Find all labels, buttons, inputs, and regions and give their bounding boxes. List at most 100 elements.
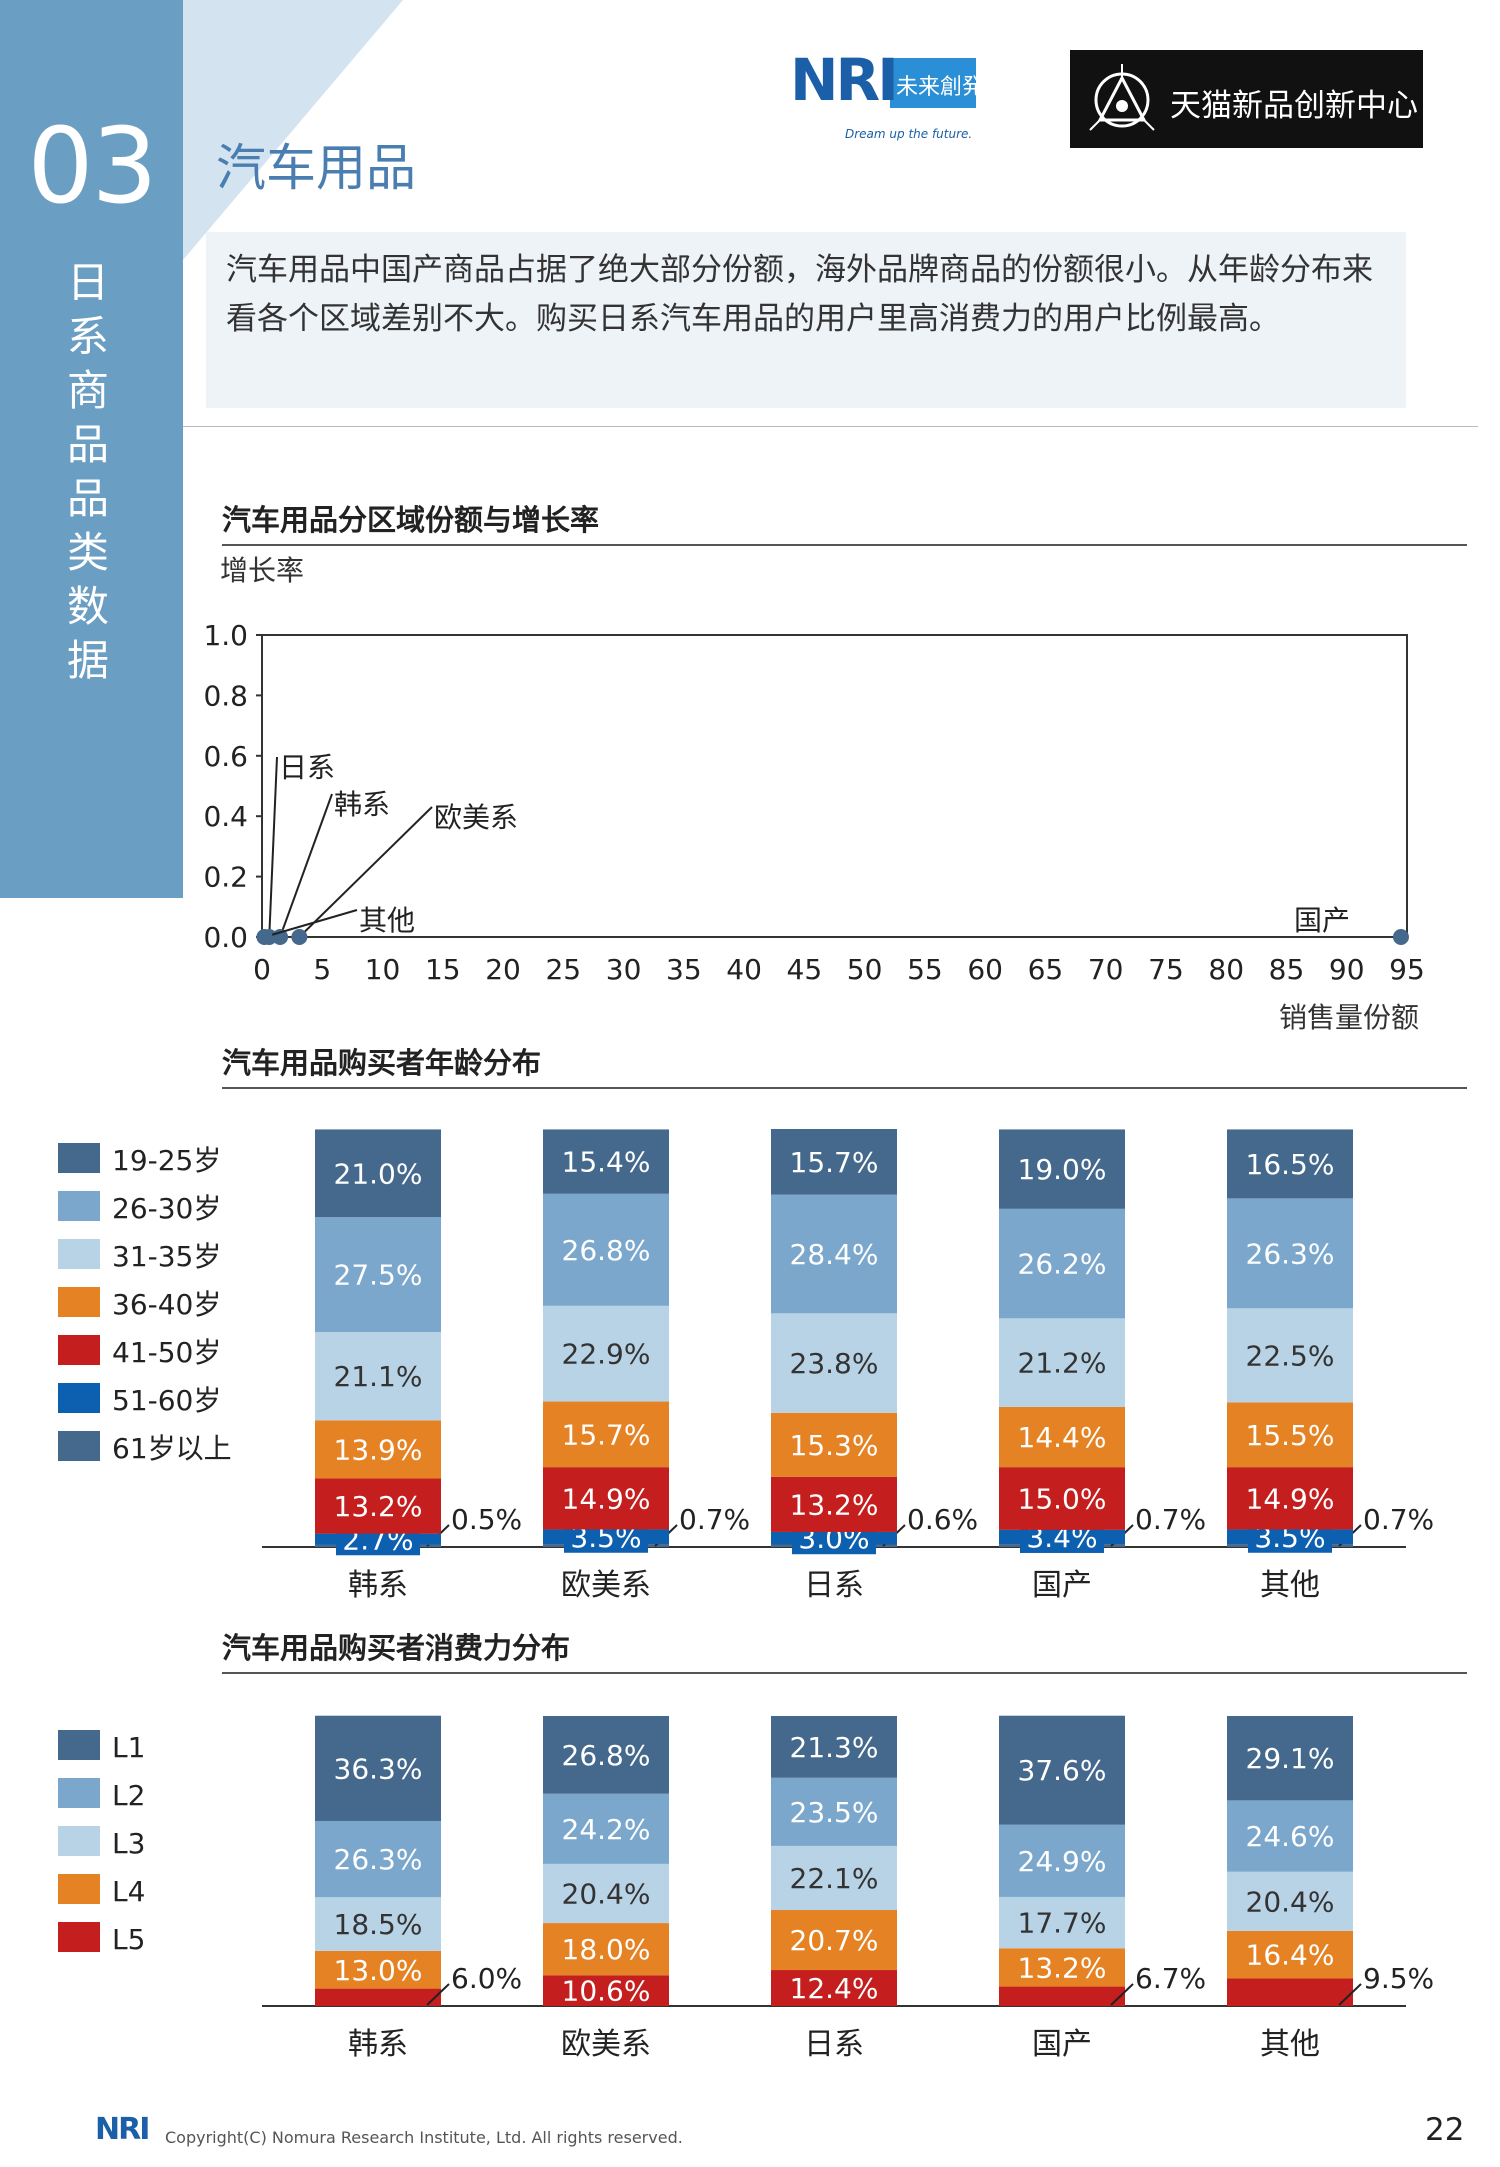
- nri-logo-jp: 未来創発: [896, 75, 984, 100]
- legend-label: 51-60岁: [112, 1384, 221, 1417]
- chapter-name-char: 日: [66, 258, 109, 307]
- bar-segment: [1227, 1198, 1353, 1309]
- bar-value-label: 20.4%: [1246, 1885, 1335, 1918]
- bar-segment: [771, 1716, 897, 1778]
- bar-segment: [543, 1401, 669, 1468]
- bar-value-label: 24.9%: [1018, 1845, 1107, 1878]
- bar-value-label: 0.7%: [1135, 1503, 1206, 1536]
- bar-segment: [1227, 1402, 1353, 1468]
- x-tick-label: 15: [425, 953, 461, 986]
- page-number: 22: [1425, 2112, 1465, 2148]
- chapter-name-char: 系: [66, 312, 109, 361]
- bar-segment: [1227, 1871, 1353, 1931]
- x-tick-label: 80: [1208, 953, 1244, 986]
- bar-segment: [315, 1332, 441, 1421]
- legend-swatch: [58, 1431, 100, 1461]
- bar-value-label: 26.3%: [1246, 1237, 1335, 1270]
- x-tick-label: 25: [545, 953, 581, 986]
- chapter-name: 日 系 商 品 品 类 数 据: [58, 256, 118, 688]
- bar-value-label: 22.9%: [562, 1338, 651, 1371]
- legend-label: 31-35岁: [112, 1240, 221, 1273]
- x-tick-label: 65: [1028, 953, 1064, 986]
- bar-value-label: 9.5%: [1363, 1962, 1434, 1995]
- legend-swatch: [58, 1922, 100, 1952]
- legend-label: L4: [112, 1875, 145, 1908]
- summary-box: 汽车用品中国产商品占据了绝大部分份额，海外品牌商品的份额很小。从年龄分布来看各个…: [206, 232, 1406, 408]
- bar-value-label: 0.7%: [679, 1503, 750, 1536]
- bar-segment: [999, 1467, 1125, 1530]
- legend-swatch: [58, 1730, 100, 1760]
- nri-logo-tagline: Dream up the future.: [845, 127, 972, 141]
- bar-value-label: 13.2%: [1018, 1951, 1107, 1984]
- data-point: [291, 929, 308, 945]
- bar-segment: [771, 1313, 897, 1413]
- label-leader-line: [426, 1983, 450, 2006]
- bar-value-label: 19.0%: [1018, 1153, 1107, 1186]
- legend-label: L3: [112, 1827, 145, 1860]
- bar-value-label: 15.5%: [1246, 1419, 1335, 1452]
- bar-segment: [315, 1217, 441, 1333]
- data-point-label: 国产: [1294, 904, 1350, 937]
- bar-value-label: 13.2%: [790, 1488, 879, 1521]
- legend-label: 61岁以上: [112, 1432, 232, 1465]
- y-tick-label: 0.6: [203, 740, 248, 773]
- bar-segment: [999, 1129, 1125, 1209]
- age-chart-title: 汽车用品购买者年龄分布: [222, 1046, 542, 1080]
- x-tick-label: 0: [253, 953, 271, 986]
- chapter-name-char: 数: [66, 582, 109, 631]
- bar-segment: [543, 1716, 669, 1794]
- category-label: 其他: [1260, 2027, 1320, 2062]
- y-tick-label: 1.0: [203, 619, 248, 652]
- scatter-chart-title: 汽车用品分区域份额与增长率: [222, 503, 600, 537]
- bar-segment: [543, 1793, 669, 1864]
- bar-segment: [999, 1896, 1125, 1949]
- bar-segment: [771, 1845, 897, 1911]
- bar-segment: [1227, 1800, 1353, 1872]
- scatter-chart: 增长率 0.0 0.2 0.4 0.6 0.8 1.0 0 5 10 15 20 25 30 35 40 45 5…: [203, 554, 1425, 1034]
- x-axis-label: 销售量份额: [1279, 1001, 1419, 1034]
- bar-value-label: 37.6%: [1018, 1754, 1107, 1787]
- bar-segment: [1227, 1129, 1353, 1199]
- data-point: [1392, 929, 1409, 945]
- y-axis-label: 增长率: [220, 554, 304, 587]
- bar-segment: [1227, 1978, 1353, 2006]
- bar-value-label: 24.6%: [1246, 1820, 1335, 1853]
- bar-value-label: 26.3%: [334, 1843, 423, 1876]
- legend-swatch: [58, 1191, 100, 1221]
- x-tick-label: 95: [1389, 953, 1425, 986]
- bar-value-label: 23.5%: [790, 1796, 879, 1829]
- tmall-logo: 天猫新品创新中心: [1070, 50, 1423, 148]
- bar-value-label: 29.1%: [1246, 1742, 1335, 1775]
- bar-segment: [999, 1406, 1125, 1468]
- legend-swatch: [58, 1143, 100, 1173]
- legend-swatch: [58, 1287, 100, 1317]
- summary-text: 汽车用品中国产商品占据了绝大部分份额，海外品牌商品的份额很小。从年龄分布来看各个…: [226, 252, 1373, 337]
- tmall-emblem-icon: [1089, 64, 1155, 131]
- tmall-logo-text: 天猫新品创新中心: [1170, 88, 1418, 124]
- bar-segment: [771, 1777, 897, 1846]
- bar-value-label: 15.0%: [1018, 1483, 1107, 1516]
- bar-segment: [999, 1948, 1125, 1987]
- bar-value-label: 14.4%: [1018, 1421, 1107, 1454]
- bar-value-label: 13.0%: [334, 1954, 423, 1987]
- chapter-sidebar: [0, 0, 183, 898]
- spending-power-chart: L1 L2 L3 L4 L5 6.0% 13.0% 18.5% 26.3% 36.3% 韩系 10.6…: [58, 1715, 1434, 2062]
- label-leader-line: [298, 806, 433, 938]
- chapter-name-char: 商: [66, 366, 109, 415]
- legend-label: L5: [112, 1923, 145, 1956]
- plot-frame: [261, 634, 1408, 938]
- data-point-label: 日系: [279, 751, 335, 784]
- legend-label: 41-50岁: [112, 1336, 221, 1369]
- bar-value-label: 16.5%: [1246, 1148, 1335, 1181]
- chapter-name-char: 品: [66, 474, 109, 523]
- bar-segment: [543, 1129, 669, 1194]
- bar-segment: [315, 1715, 441, 1821]
- x-tick-label: 45: [787, 953, 823, 986]
- bar-value-label: 13.9%: [334, 1433, 423, 1466]
- category-label: 其他: [1260, 1568, 1320, 1603]
- bar-segment: [543, 1923, 669, 1976]
- bar-value-label: 26.2%: [1018, 1248, 1107, 1281]
- bar-segment: [771, 1970, 897, 2006]
- category-label: 国产: [1032, 1568, 1092, 1603]
- bar-segment: [1227, 1467, 1353, 1530]
